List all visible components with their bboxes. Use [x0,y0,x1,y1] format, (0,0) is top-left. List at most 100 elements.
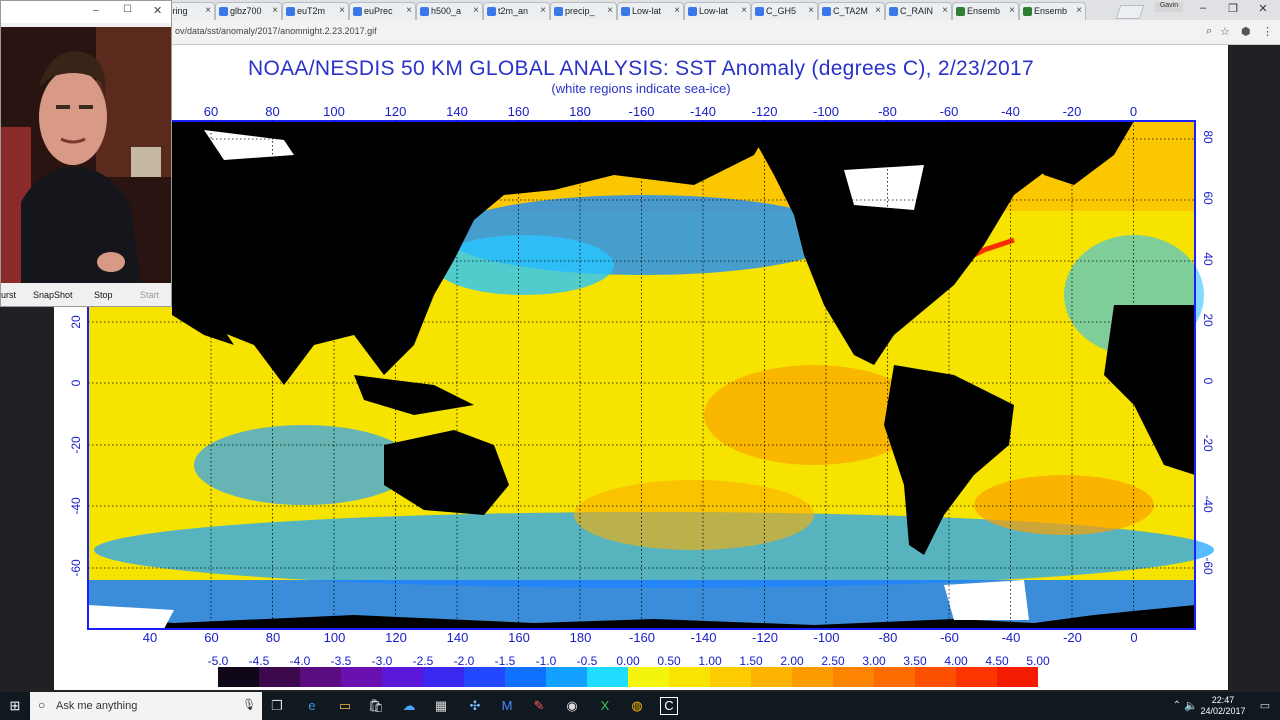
browser-tab[interactable]: C_RAIN × [885,2,952,20]
tab-close-icon[interactable]: × [1009,5,1015,16]
africa-landmass [1104,305,1195,475]
tab-favicon-icon [554,7,563,16]
stop-button[interactable]: Stop [94,290,113,300]
map-subtitle: (white regions indicate sea-ice) [551,81,731,96]
file-explorer-icon[interactable]: ▭ [338,698,352,713]
tab-favicon-icon [219,7,228,16]
tab-favicon-icon [487,7,496,16]
tab-close-icon[interactable]: × [942,5,948,16]
address-bar[interactable]: ov/data/sst/anomaly/2017/anomnight.2.23.… [0,20,1280,45]
paint-icon[interactable]: ✎ [533,698,545,713]
left-lat-label: -60 [69,559,83,577]
tab-label: glbz700 [230,6,262,16]
tab-close-icon[interactable]: × [205,5,211,16]
top-lon-label: -140 [690,104,716,119]
windows-start-icon[interactable]: ⊞ [9,698,21,713]
tab-close-icon[interactable]: × [406,5,412,16]
burst-button[interactable]: urst [1,290,17,300]
app-m-icon[interactable]: M [501,698,513,713]
screen-capture-icon[interactable]: C [660,697,678,715]
excel-icon[interactable]: X [600,698,610,713]
bookmark-star-icon[interactable]: ☆ [1220,26,1230,38]
tab-close-icon[interactable]: × [607,5,613,16]
tab-favicon-icon [956,7,965,16]
colorbar-swatch [382,667,423,687]
top-lon-label: 100 [323,104,345,119]
india-landmass [172,285,234,345]
network-app-icon[interactable]: ✣ [469,698,481,713]
colorbar-label: 4.00 [944,654,968,668]
tab-close-icon[interactable]: × [1076,5,1082,16]
top-lon-label: 180 [569,104,591,119]
tab-close-icon[interactable]: × [272,5,278,16]
browser-tab[interactable]: Ensemb × [952,2,1019,20]
colorbar-swatch [915,667,956,687]
colorbar-swatch [505,667,546,687]
maximize-icon[interactable]: ☐ [123,4,132,15]
map-title: NOAA/NESDIS 50 KM GLOBAL ANALYSIS: SST A… [248,57,1034,80]
restore-icon[interactable]: ❐ [1228,3,1238,15]
system-clock[interactable]: 22:47 24/02/2017 [1198,695,1248,717]
notifications-icon[interactable]: ▭ [1259,700,1271,712]
minimize-icon[interactable]: – [93,5,99,16]
tab-label: Ensemb [1034,6,1068,16]
bottom-lon-label: 160 [508,630,530,645]
browser-tab[interactable]: t2m_an × [483,2,550,20]
browser-tab[interactable]: Low-lat × [617,2,684,20]
colorbar-label: 2.00 [780,654,804,668]
browser-tab[interactable]: h500_a × [416,2,483,20]
browser-tab[interactable]: C_TA2M × [818,2,885,20]
tab-label: precip_ [565,6,595,16]
close-icon[interactable]: ✕ [153,5,163,17]
store-icon[interactable]: 🛍 [367,698,385,713]
new-tab-button[interactable] [1115,5,1145,19]
start-button[interactable]: Start [140,290,160,300]
minimize-icon[interactable]: – [1199,2,1207,14]
browser-tab[interactable]: precip_ × [550,2,617,20]
snapshot-button[interactable]: SnapShot [33,290,73,300]
microphone-icon[interactable]: 🎙 [242,699,256,711]
browser-tab[interactable]: Low-lat × [684,2,751,20]
calendar-icon[interactable]: ▦ [434,698,448,713]
tab-close-icon[interactable]: × [741,5,747,16]
right-latitude-labels: 80 60 40 20 0 -20 -40 -60 [1201,130,1215,575]
indian-cool [194,425,414,505]
colorbar-label: -1.0 [536,654,557,668]
tab-close-icon[interactable]: × [473,5,479,16]
search-icon[interactable]: ⌕ [1206,25,1213,37]
browser-tab[interactable]: C_GH5 × [751,2,818,20]
webcam-window[interactable]: – ☐ ✕ urst SnapShot Stop Start [0,0,172,307]
tray-up-icon[interactable]: ⌃ [1172,700,1182,711]
browser-tab[interactable]: Ensemb × [1019,2,1086,20]
search-input[interactable]: ○ Ask me anything 🎙 [30,692,262,720]
colorbar-swatch [874,667,915,687]
tab-close-icon[interactable]: × [875,5,881,16]
browser-tab[interactable]: euT2m × [282,2,349,20]
media-icon[interactable]: ◉ [566,698,578,713]
menu-icon[interactable]: ⋮ [1262,26,1273,38]
tab-close-icon[interactable]: × [674,5,680,16]
colorbar-swatch [423,667,464,687]
sea-ice-weddell [88,605,174,629]
close-icon[interactable]: ✕ [1258,3,1268,15]
bottom-lon-label: -40 [1002,630,1021,645]
profile-button[interactable]: Gavin [1155,2,1183,12]
south-pacific-warm [574,480,814,550]
tab-label: C_TA2M [833,6,868,16]
volume-icon[interactable]: 🔈 [1184,700,1198,712]
tab-close-icon[interactable]: × [540,5,546,16]
windows-taskbar: ⊞ ○ Ask me anything 🎙 ❐ e ▭ 🛍 ☁ ▦ ✣ M ✎ … [0,692,1280,720]
edge-icon[interactable]: e [308,698,316,713]
onedrive-icon[interactable]: ☁ [402,698,416,713]
browser-tab[interactable]: glbz700 × [215,2,282,20]
browser-tab[interactable]: euPrec × [349,2,416,20]
task-view-icon[interactable]: ❐ [271,698,283,713]
url-text[interactable]: ov/data/sst/anomaly/2017/anomnight.2.23.… [175,26,377,36]
tab-close-icon[interactable]: × [339,5,345,16]
colorbar-swatch [341,667,382,687]
extension-icon[interactable]: ⬢ [1241,26,1251,38]
webcam-titlebar[interactable]: – ☐ ✕ [1,1,171,23]
browser-tab-strip: spring × glbz700 × euT2m × euPrec × h500_a × t2m_a… [0,0,1280,20]
tab-close-icon[interactable]: × [808,5,814,16]
chrome-icon[interactable]: ◍ [631,698,643,713]
